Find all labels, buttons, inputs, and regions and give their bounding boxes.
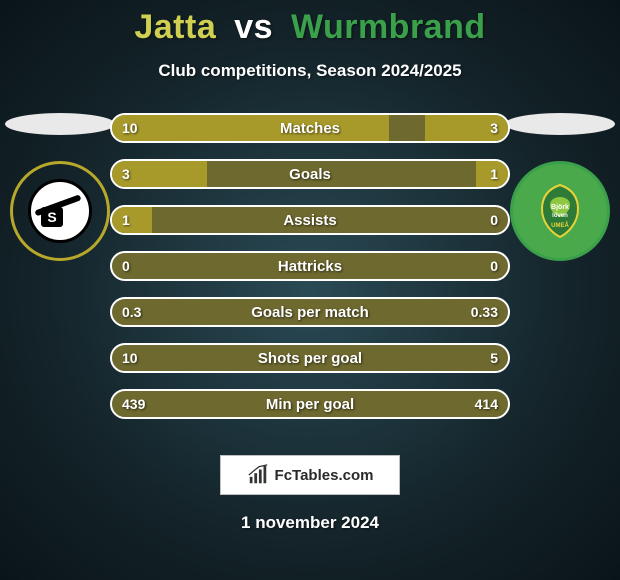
stat-value-left: 0.3 [122, 299, 141, 325]
ellipse-right [505, 113, 615, 135]
stat-row: 439 414Min per goal [110, 389, 510, 419]
club-badge-left: S [10, 161, 110, 261]
stat-value-left: 439 [122, 391, 145, 417]
player1-name: Jatta [134, 8, 216, 46]
stat-row: 0.3 0.33Goals per match [110, 297, 510, 327]
brand-text: FcTables.com [275, 467, 374, 484]
stat-row: 103Matches [110, 113, 510, 143]
ellipse-left [5, 113, 115, 135]
sturm-graz-logo: S [28, 179, 92, 243]
stat-bar-left [112, 161, 207, 187]
stat-value-right: 5 [490, 345, 498, 371]
stat-label: Shots per goal [112, 345, 508, 371]
stat-bar-right [425, 115, 508, 141]
club-badge-right: Björk löven UMEÅ [510, 161, 610, 261]
stat-label: Goals per match [112, 299, 508, 325]
stat-row: 10Assists [110, 205, 510, 235]
stat-label: Hattricks [112, 253, 508, 279]
stat-bar-left [112, 207, 152, 233]
stat-value-right: 0 [490, 253, 498, 279]
stat-value-left: 10 [122, 345, 138, 371]
stat-row: 31Goals [110, 159, 510, 189]
stat-bars: 103Matches31Goals10Assists00Hattricks0.3… [110, 113, 510, 435]
stat-value-right: 0.33 [471, 299, 498, 325]
svg-text:Björk: Björk [551, 204, 569, 211]
stat-bar-left [112, 115, 389, 141]
brand-badge: FcTables.com [220, 455, 400, 495]
bjorkloven-logo: Björk löven UMEÅ [528, 179, 592, 243]
comparison-title: Jatta vs Wurmbrand [0, 0, 620, 47]
stat-row: 10 5Shots per goal [110, 343, 510, 373]
stat-bar-right [476, 161, 508, 187]
svg-text:UMEÅ: UMEÅ [551, 222, 569, 229]
chart-icon [247, 464, 269, 486]
vs-label: vs [234, 8, 273, 46]
svg-text:löven: löven [552, 213, 568, 219]
subtitle: Club competitions, Season 2024/2025 [0, 61, 620, 81]
stat-row: 0 0Hattricks [110, 251, 510, 281]
stat-value-right: 414 [475, 391, 498, 417]
stat-label: Min per goal [112, 391, 508, 417]
stat-value-left: 0 [122, 253, 130, 279]
player2-name: Wurmbrand [291, 8, 486, 46]
date-label: 1 november 2024 [0, 513, 620, 533]
stat-label: Assists [112, 207, 508, 233]
stat-value-right: 0 [490, 207, 498, 233]
